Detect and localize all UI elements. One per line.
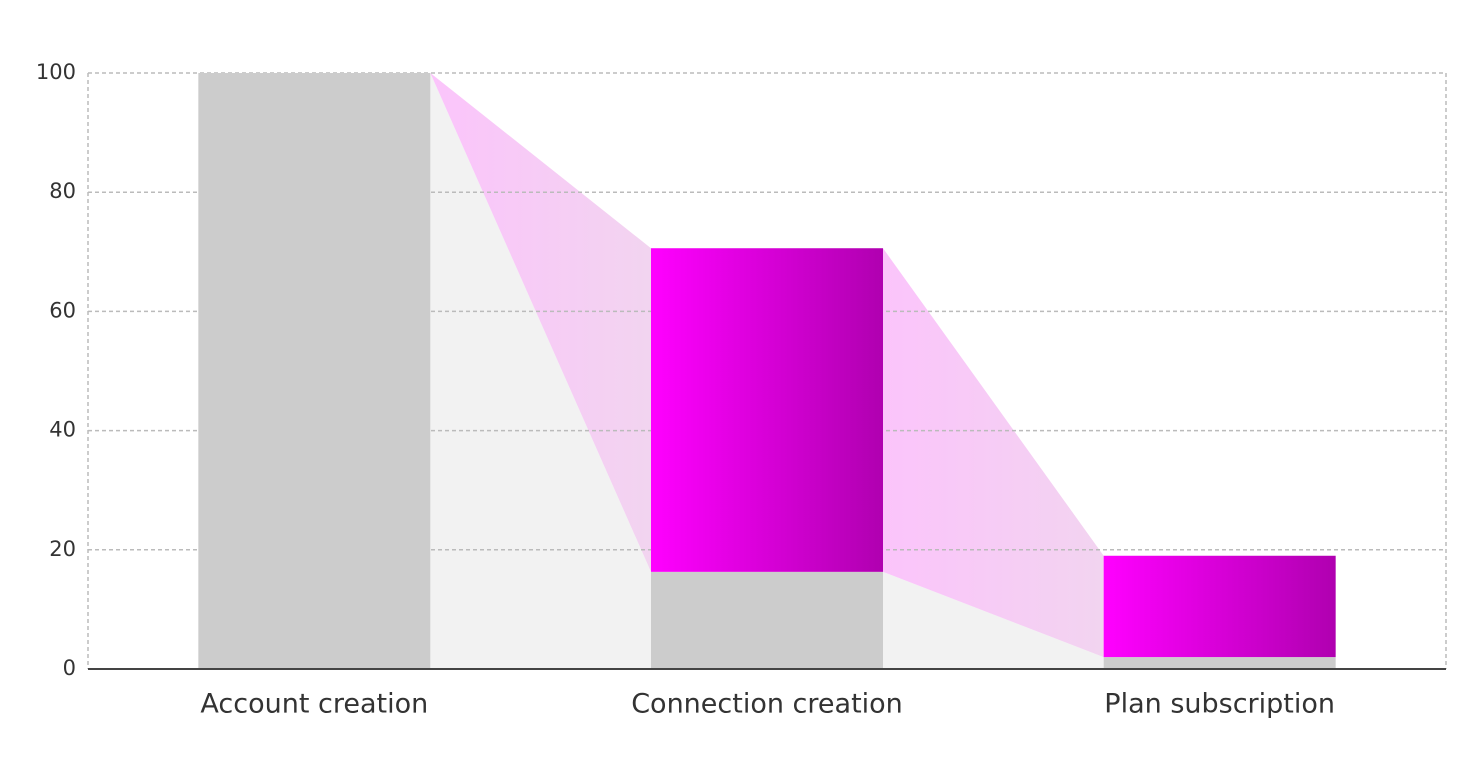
connector-pink (430, 73, 651, 572)
y-tick-label: 100 (36, 60, 76, 84)
bar-segment (1103, 555, 1336, 658)
bar-segment (1103, 657, 1336, 669)
y-tick-label: 40 (49, 418, 76, 442)
bar-segment (198, 73, 431, 669)
connector-gray (883, 571, 1104, 669)
bar-segment (651, 248, 883, 572)
x-tick-label: Plan subscription (1104, 689, 1335, 720)
x-tick-label: Account creation (200, 689, 428, 720)
connector-pink (883, 248, 1104, 658)
bar-segment (651, 571, 883, 669)
y-tick-label: 20 (49, 537, 76, 561)
y-tick-label: 0 (63, 656, 76, 680)
connector-gray (430, 73, 651, 669)
y-tick-label: 80 (49, 179, 76, 203)
y-tick-label: 60 (49, 298, 76, 322)
x-tick-label: Connection creation (631, 689, 903, 720)
